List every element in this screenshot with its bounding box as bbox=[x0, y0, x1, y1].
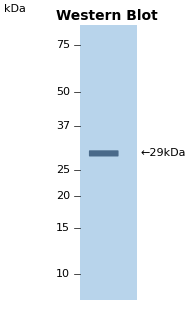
Text: 50: 50 bbox=[56, 87, 70, 96]
Text: 10: 10 bbox=[56, 269, 70, 279]
FancyBboxPatch shape bbox=[89, 150, 119, 156]
Text: Western Blot: Western Blot bbox=[55, 9, 157, 23]
Text: 37: 37 bbox=[56, 121, 70, 131]
Text: ←29kDa: ←29kDa bbox=[141, 148, 186, 159]
Text: 20: 20 bbox=[56, 191, 70, 201]
Text: 25: 25 bbox=[56, 165, 70, 175]
Bar bbox=[80, 25, 137, 300]
Text: 15: 15 bbox=[56, 223, 70, 233]
Text: 75: 75 bbox=[56, 40, 70, 50]
Text: kDa: kDa bbox=[4, 4, 26, 14]
